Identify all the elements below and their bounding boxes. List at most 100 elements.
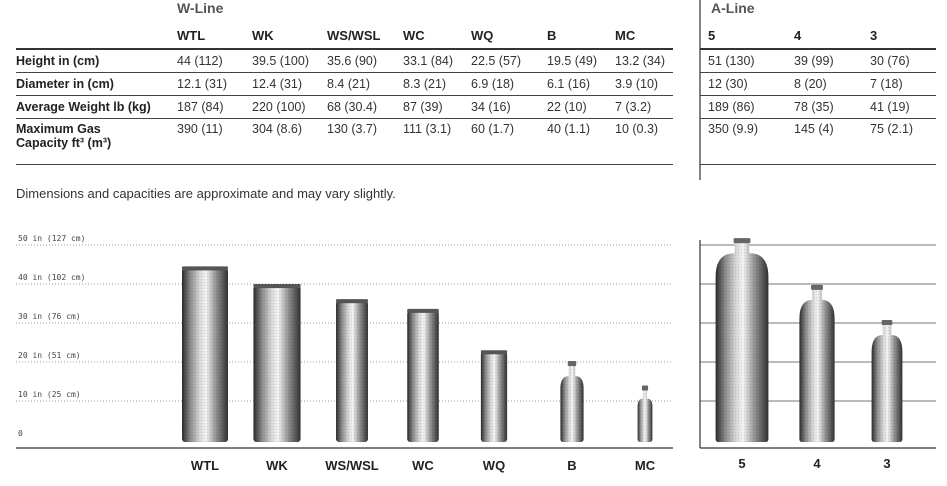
cylinder-cap <box>336 299 368 304</box>
column-header: MC <box>607 22 673 50</box>
cylinder-texture <box>182 268 228 442</box>
x-category-label: WK <box>266 458 288 473</box>
column-header: WK <box>244 22 319 50</box>
table-cell: 60 (1.7) <box>463 118 539 165</box>
y-tick-label: 50 in (127 cm) <box>18 234 85 243</box>
cylinder-texture <box>480 352 508 442</box>
cylinder-valve <box>641 385 649 391</box>
x-category-label: WS/WSL <box>325 458 378 473</box>
column-header: WQ <box>463 22 539 50</box>
table-cell: 13.2 (34) <box>607 49 673 73</box>
table-cell: 40 (1.1) <box>539 118 607 165</box>
table-row: 189 (86) 78 (35) 41 (19) <box>700 95 936 119</box>
row-label: Height in (cm) <box>16 49 169 73</box>
table-cell: 41 (19) <box>862 95 936 119</box>
y-tick-label: 40 in (102 cm) <box>18 273 85 282</box>
cylinder-texture <box>715 241 769 442</box>
aline-title: A-Line <box>711 0 755 16</box>
table-cell: 3.9 (10) <box>607 72 673 96</box>
table-cell: 75 (2.1) <box>862 118 936 165</box>
cylinder-texture <box>407 310 439 442</box>
table-cell: 8 (20) <box>786 72 862 96</box>
column-header: B <box>539 22 607 50</box>
table-row: Diameter in (cm) 12.1 (31) 12.4 (31) 8.4 (2… <box>16 72 673 96</box>
x-category-label: MC <box>635 458 656 473</box>
row-label-text: Diameter in (cm) <box>16 77 114 91</box>
cylinder-cap <box>253 283 301 288</box>
table-cell: 22.5 (57) <box>463 49 539 73</box>
x-category-label: WQ <box>483 458 505 473</box>
table-row: 51 (130) 39 (99) 30 (76) <box>700 49 936 73</box>
row-label-text: Average Weight lb (kg) <box>16 100 151 114</box>
table-row: 350 (9.9) 145 (4) 75 (2.1) <box>700 118 936 165</box>
y-tick-label: 0 <box>18 429 23 438</box>
table-cell: 39.5 (100) <box>244 49 319 73</box>
table-cell: 12 (30) <box>700 72 786 96</box>
table-cell: 44 (112) <box>169 49 244 73</box>
x-category-label: 3 <box>883 456 890 471</box>
table-cell: 350 (9.9) <box>700 118 786 165</box>
row-label: Diameter in (cm) <box>16 72 169 96</box>
table-cell: 78 (35) <box>786 95 862 119</box>
table-row: Maximum Gas Capacity ft³ (m³) 390 (11) 304 … <box>16 118 673 165</box>
table-cell: 30 (76) <box>862 49 936 73</box>
cylinder-valve <box>567 360 577 366</box>
y-tick-label: 10 in (25 cm) <box>18 390 81 399</box>
table-cell: 6.1 (16) <box>539 72 607 96</box>
column-header: WS/WSL <box>319 22 395 50</box>
table-cell: 187 (84) <box>169 95 244 119</box>
table-cell: 10 (0.3) <box>607 118 673 165</box>
cylinder-texture <box>560 363 584 442</box>
table-cell: 390 (11) <box>169 118 244 165</box>
cylinder-valve <box>811 284 823 290</box>
table-cell: 51 (130) <box>700 49 786 73</box>
x-category-label: 5 <box>738 456 745 471</box>
column-header: WC <box>395 22 463 50</box>
table-cell: 145 (4) <box>786 118 862 165</box>
y-tick-label: 20 in (51 cm) <box>18 351 81 360</box>
wline-title: W-Line <box>177 0 224 16</box>
column-header: WTL <box>169 22 244 50</box>
table-cell: 189 (86) <box>700 95 786 119</box>
cylinder-cap <box>407 308 439 313</box>
y-tick-label: 30 in (76 cm) <box>18 312 81 321</box>
table-cell: 12.4 (31) <box>244 72 319 96</box>
cylinder-cap <box>480 350 508 355</box>
cylinder-texture <box>871 323 903 442</box>
table-cell: 6.9 (18) <box>463 72 539 96</box>
table-cell: 220 (100) <box>244 95 319 119</box>
cylinder-texture <box>336 301 368 442</box>
table-cell: 19.5 (49) <box>539 49 607 73</box>
table-cell: 33.1 (84) <box>395 49 463 73</box>
table-cell: 111 (3.1) <box>395 118 463 165</box>
cylinder-valve <box>733 238 751 244</box>
table-cell: 130 (3.7) <box>319 118 395 165</box>
cylinder-texture <box>253 285 301 442</box>
table-cell: 12.1 (31) <box>169 72 244 96</box>
table-cell: 304 (8.6) <box>244 118 319 165</box>
row-label-text: Capacity ft³ (m³) <box>16 136 112 150</box>
cylinder-valve <box>881 320 893 325</box>
disclaimer-note: Dimensions and capacities are approximat… <box>16 186 396 201</box>
x-category-label: WC <box>412 458 434 473</box>
column-header: 3 <box>862 22 936 50</box>
row-label-text: Height in (cm) <box>16 54 100 68</box>
table-cell: 34 (16) <box>463 95 539 119</box>
x-category-label: WTL <box>191 458 219 473</box>
table-cell: 7 (18) <box>862 72 936 96</box>
table-cell: 8.3 (21) <box>395 72 463 96</box>
table-row: Height in (cm) 44 (112) 39.5 (100) 35.6 (90… <box>16 49 673 73</box>
table-cell: 68 (30.4) <box>319 95 395 119</box>
table-cell: 8.4 (21) <box>319 72 395 96</box>
row-label-header <box>16 22 169 50</box>
cylinder-texture <box>799 287 835 442</box>
table-cell: 39 (99) <box>786 49 862 73</box>
x-category-label: B <box>567 458 576 473</box>
cylinder-texture <box>637 388 653 442</box>
column-header: 5 <box>700 22 786 50</box>
table-cell: 22 (10) <box>539 95 607 119</box>
table-cell: 7 (3.2) <box>607 95 673 119</box>
row-label-text: Maximum Gas <box>16 122 101 136</box>
cylinder-cap <box>182 266 228 271</box>
